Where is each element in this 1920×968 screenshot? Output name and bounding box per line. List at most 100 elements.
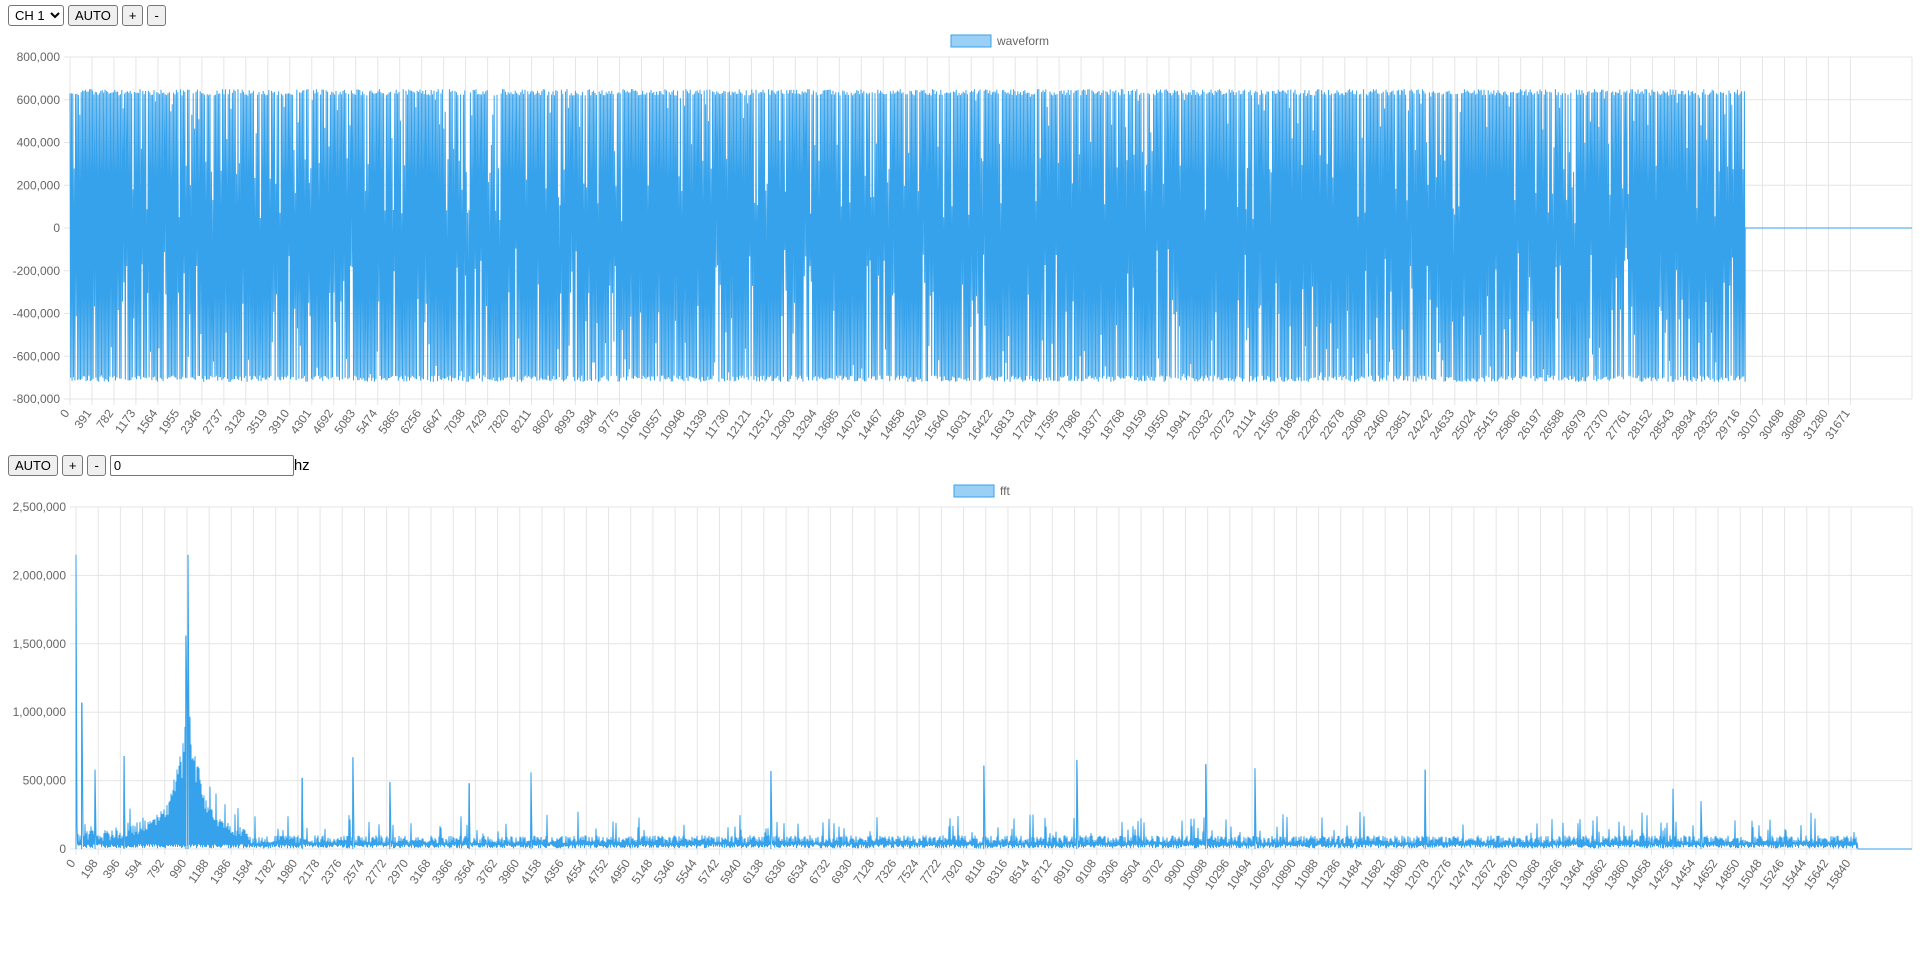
y-tick-label: -200,000 (13, 264, 61, 278)
waveform-series-line (69, 89, 1912, 382)
y-tick-label: 500,000 (23, 774, 67, 788)
frequency-unit: hz (293, 457, 310, 474)
frequency-input[interactable] (109, 455, 294, 476)
y-tick-label: 200,000 (17, 178, 61, 192)
x-tick-label: 4356 (540, 856, 567, 886)
y-tick-label: 2,500,000 (13, 500, 67, 514)
legend-swatch (950, 34, 992, 48)
fft-auto-button[interactable]: AUTO (8, 455, 58, 476)
fft-chart: fft 2,500,000 2,000,000 1,500,000 1,000,000 5… (13, 484, 1913, 892)
x-tick-label: 1188 (185, 856, 211, 885)
x-tick-label: 2574 (340, 856, 367, 886)
x-tick-label: 3960 (495, 856, 522, 886)
x-tick-label: 2376 (318, 856, 345, 886)
x-tick-label: 7820 (485, 406, 512, 436)
x-tick-label: 5346 (651, 856, 678, 886)
x-tick-label: 1955 (156, 406, 183, 436)
legend: fft (953, 484, 1010, 498)
x-tick-label: 8602 (529, 406, 556, 436)
y-tick-label: 800,000 (17, 50, 61, 64)
x-tick-label: 1386 (207, 856, 234, 886)
x-tick-label: 5474 (353, 406, 380, 436)
y-tick-label: 2,000,000 (13, 568, 67, 582)
x-tick-label: 4301 (287, 406, 314, 436)
x-tick-label: 5742 (695, 856, 722, 886)
x-tick-label: 6336 (762, 856, 789, 886)
x-tick-label: 3564 (451, 856, 478, 886)
x-tick-label: 31671 (1822, 406, 1853, 440)
x-tick-label: 8316 (984, 856, 1011, 886)
x-tick-label: 391 (71, 406, 94, 431)
x-tick-label: 1564 (134, 406, 161, 436)
x-tick-label: 9504 (1117, 856, 1144, 886)
x-tick-label: 3128 (222, 406, 249, 436)
x-tick-label: 3168 (407, 856, 434, 886)
fft-zoom-out-button[interactable]: - (87, 455, 106, 476)
x-tick-label: 594 (122, 856, 145, 881)
x-tick-label: 9384 (573, 406, 600, 436)
x-tick-label: 4752 (584, 856, 611, 886)
x-tick-label: 6930 (828, 856, 855, 886)
x-tick-label: 4950 (606, 856, 633, 886)
y-tick-label: -600,000 (13, 349, 61, 363)
x-tick-label: 3762 (473, 856, 500, 886)
x-tick-label: 2737 (200, 406, 227, 436)
legend-label: waveform (996, 34, 1049, 48)
zoom-out-button[interactable]: - (147, 5, 166, 26)
x-tick-label: 5865 (375, 406, 402, 436)
x-tick-label: 6138 (740, 856, 767, 886)
x-tick-label: 6732 (806, 856, 833, 886)
x-tick-label: 0 (57, 406, 72, 420)
y-tick-label: -400,000 (13, 307, 61, 321)
x-tick-label: 7722 (917, 856, 944, 886)
fft-zoom-in-button[interactable]: + (61, 455, 84, 476)
y-tick-label: -800,000 (13, 392, 61, 406)
y-tick-label: 1,000,000 (13, 705, 67, 719)
x-tick-label: 9306 (1095, 856, 1122, 886)
x-tick-label: 1173 (112, 406, 138, 435)
channel-select[interactable]: CH 1 (8, 5, 64, 26)
x-tick-label: 7038 (441, 406, 468, 436)
x-tick-label: 6647 (419, 406, 446, 436)
x-tick-label: 8514 (1006, 856, 1033, 886)
x-tick-label: 7128 (850, 856, 877, 886)
x-tick-label: 15840 (1823, 856, 1854, 892)
fft-controls: AUTO + - hz (8, 455, 310, 476)
x-tick-label: 3910 (265, 406, 292, 436)
y-tick-label: 0 (53, 221, 60, 235)
x-tick-label: 0 (63, 856, 78, 870)
x-tick-label: 7326 (873, 856, 900, 886)
legend: waveform (950, 34, 1049, 48)
x-tick-label: 5544 (673, 856, 700, 886)
auto-button[interactable]: AUTO (68, 5, 118, 26)
x-tick-label: 2772 (362, 856, 389, 886)
x-tick-label: 198 (78, 856, 101, 881)
x-tick-label: 5083 (331, 406, 358, 436)
x-tick-label: 2178 (296, 856, 323, 886)
x-tick-label: 6534 (784, 856, 811, 886)
x-tick-label: 4692 (309, 406, 336, 436)
x-tick-label: 3366 (429, 856, 456, 886)
y-tick-label: 600,000 (17, 93, 61, 107)
x-tick-label: 1980 (274, 856, 301, 886)
x-tick-label: 8712 (1028, 856, 1055, 886)
x-tick-label: 396 (100, 856, 123, 881)
x-tick-label: 4158 (518, 856, 545, 886)
y-tick-label: 1,500,000 (13, 637, 67, 651)
x-tick-label: 8211 (508, 406, 534, 435)
fft-series-line (75, 554, 1912, 850)
y-tick-label: 400,000 (17, 136, 61, 150)
zoom-in-button[interactable]: + (121, 5, 144, 26)
x-tick-label: 7524 (895, 856, 922, 886)
x-tick-label: 2970 (385, 856, 412, 886)
x-tick-label: 5148 (629, 856, 656, 886)
waveform-chart: waveform 800,000 600,000 400,000 200,000 0 -20… (13, 34, 1913, 440)
legend-swatch (953, 484, 995, 498)
x-tick-label: 8993 (551, 406, 578, 436)
x-tick-label: 7429 (463, 406, 490, 436)
top-controls: CH 1 AUTO + - (8, 5, 166, 26)
x-tick-label: 8910 (1050, 856, 1077, 886)
x-tick-label: 9108 (1072, 856, 1099, 886)
y-tick-label: 0 (59, 842, 66, 856)
x-tick-label: 5940 (717, 856, 744, 886)
